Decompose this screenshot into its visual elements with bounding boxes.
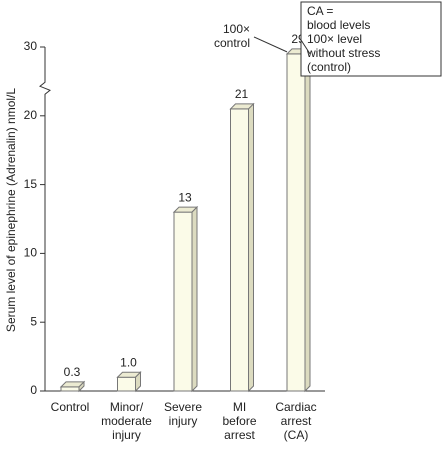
y-tick-label: 30 (24, 39, 38, 53)
note-box (300, 1, 442, 77)
x-tick-label-line: injury (112, 428, 141, 442)
annotation-line: 100× level (307, 32, 362, 46)
bar-side (135, 371, 141, 393)
x-tick-label-line: before (222, 414, 256, 428)
x-tick-label-line: arrest (281, 414, 312, 428)
bar-side (248, 102, 254, 393)
x-tick-label: MI before arrest (222, 400, 256, 442)
value-label: 0.3 (64, 365, 81, 379)
bar (229, 102, 255, 393)
bar-front (60, 386, 80, 392)
y-tick-label: 5 (30, 314, 37, 328)
bar (285, 47, 312, 393)
annotation: CA = blood levels 100× level without stress… (306, 4, 380, 74)
bar-side (191, 205, 198, 393)
leader-line (253, 36, 288, 53)
annotation-line: (control) (307, 60, 351, 74)
note-leader (300, 39, 311, 55)
x-tick-label-line: moderate (101, 414, 152, 428)
y-tick-label: 10 (24, 246, 38, 260)
bar-front (173, 211, 193, 392)
bar-side (78, 380, 85, 393)
annotation-line: CA = (307, 4, 333, 18)
value-label: 13 (178, 190, 192, 204)
bar (172, 205, 199, 393)
bar-side (304, 47, 311, 393)
bar-front (286, 53, 306, 392)
bar-front (230, 108, 249, 392)
x-tick-label-line: Cardiac (275, 400, 316, 414)
y-axis-label: Serum level of epinephrine (Adrenalin) n… (4, 88, 18, 332)
x-tick-label: Control (51, 400, 90, 414)
x-tick-label: Cardiac arrest (CA) (275, 400, 316, 442)
annotation-line: without stress (306, 46, 380, 60)
x-tick-label: Severe injury (164, 400, 202, 428)
annotation-line: 100× (223, 22, 250, 36)
y-tick-label: 0 (30, 383, 37, 397)
x-tick-label-line: Control (51, 400, 90, 414)
y-tick-label: 15 (24, 177, 38, 191)
bar (59, 380, 86, 393)
value-label: 1.0 (120, 355, 137, 369)
y-tick-label: 20 (24, 108, 38, 122)
bar-front (117, 376, 136, 392)
bar (116, 371, 142, 393)
x-tick-label-line: Severe (164, 400, 202, 414)
x-tick-label-line: injury (169, 414, 198, 428)
x-tick-label-line: arrest (224, 428, 255, 442)
y-axis (39, 47, 51, 391)
value-label: 21 (235, 87, 249, 101)
x-tick-label-line: Minor/ (110, 400, 144, 414)
annotation-line: control (214, 36, 250, 50)
annotation-line: blood levels (307, 18, 370, 32)
x-tick-label-line: MI (233, 400, 246, 414)
x-tick-label-line: (CA) (284, 428, 309, 442)
x-tick-label: Minor/moderate injury (101, 400, 152, 442)
annotation: 100× control (214, 22, 250, 50)
